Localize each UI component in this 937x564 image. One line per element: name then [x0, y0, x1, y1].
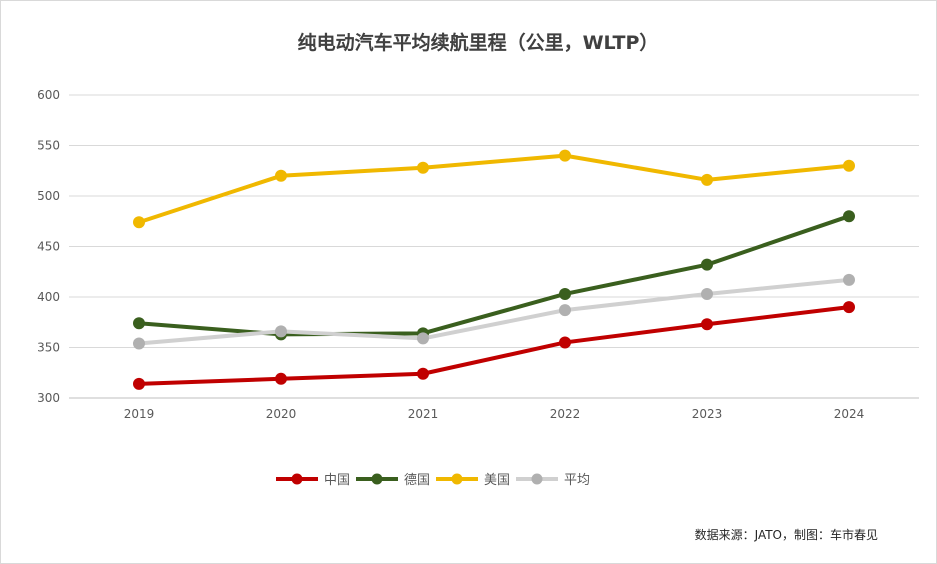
- data-point: [133, 377, 145, 390]
- gridlines: [69, 94, 919, 399]
- series-line: [137, 214, 851, 337]
- y-tick-label: 600: [37, 88, 60, 102]
- x-axis-ticks: 2019 2020 2021 2022 2023 2024: [124, 407, 865, 421]
- x-tick-label: 2023: [692, 407, 723, 421]
- data-point: [275, 325, 287, 338]
- legend-marker: [531, 473, 543, 485]
- data-point: [701, 258, 713, 271]
- series-3: [133, 273, 855, 350]
- data-point: [843, 159, 855, 172]
- y-tick-label: 350: [37, 341, 60, 355]
- series-0: [133, 301, 855, 390]
- data-point: [559, 287, 571, 300]
- series-line: [137, 277, 851, 346]
- series-line: [137, 153, 851, 225]
- data-point: [133, 337, 145, 350]
- legend-label: 中国: [324, 473, 350, 488]
- y-tick-label: 300: [37, 391, 60, 405]
- data-point: [559, 304, 571, 317]
- legend-item-1: 德国: [356, 473, 430, 488]
- series-line: [137, 305, 851, 386]
- data-point: [275, 372, 287, 385]
- source-note: 数据来源：JATO，制图：车市春见: [695, 527, 878, 542]
- legend-label: 平均: [564, 473, 590, 488]
- data-point: [417, 161, 429, 174]
- legend-marker: [451, 473, 463, 485]
- y-axis-ticks: 300 350 400 450 500 550 600: [37, 88, 60, 405]
- data-point: [701, 287, 713, 300]
- legend-item-3: 平均: [516, 473, 590, 488]
- legend-item-2: 美国: [436, 473, 510, 488]
- legend-item-0: 中国: [276, 473, 350, 488]
- legend-marker: [291, 473, 303, 485]
- data-point: [275, 169, 287, 182]
- x-tick-label: 2022: [550, 407, 581, 421]
- series-2: [133, 149, 855, 229]
- data-point: [559, 336, 571, 349]
- y-tick-label: 400: [37, 290, 60, 304]
- data-point: [133, 216, 145, 229]
- data-point: [133, 317, 145, 330]
- legend-marker: [371, 473, 383, 485]
- data-point: [417, 367, 429, 380]
- y-tick-label: 550: [37, 139, 60, 153]
- legend-label: 美国: [484, 473, 510, 488]
- y-tick-label: 450: [37, 240, 60, 254]
- y-tick-label: 500: [37, 189, 60, 203]
- x-tick-label: 2021: [408, 407, 439, 421]
- chart-title: 纯电动汽车平均续航里程（公里，WLTP）: [298, 31, 659, 54]
- x-tick-label: 2019: [124, 407, 155, 421]
- data-point: [559, 149, 571, 162]
- data-point: [701, 173, 713, 186]
- data-point: [417, 332, 429, 345]
- data-point: [701, 318, 713, 331]
- data-point: [843, 210, 855, 223]
- data-point: [843, 301, 855, 314]
- legend-label: 德国: [404, 473, 430, 488]
- legend: 中国 德国 美国 平均: [276, 473, 590, 488]
- x-tick-label: 2024: [834, 407, 865, 421]
- x-tick-label: 2020: [266, 407, 297, 421]
- data-point: [843, 273, 855, 286]
- series-group: [133, 149, 855, 390]
